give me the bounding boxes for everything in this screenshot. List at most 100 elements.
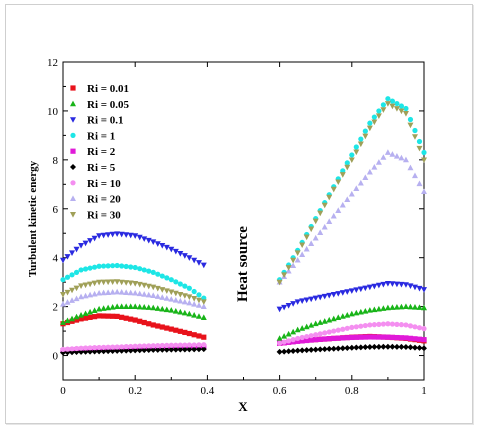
data-point [389,321,396,327]
data-point [177,346,184,353]
data-point [105,313,111,319]
data-point [191,332,197,338]
data-point [177,281,183,287]
series-8 [60,149,427,310]
data-point [118,231,125,238]
data-point [141,304,148,310]
data-point [191,288,197,295]
data-point [416,304,423,310]
data-point [407,344,414,351]
data-point [105,348,112,355]
data-point [403,105,409,112]
data-point [366,343,373,350]
data-point [78,345,84,351]
data-point [128,316,134,322]
data-point [358,334,364,340]
data-point [60,346,66,353]
data-point [389,304,396,310]
data-point [421,287,427,293]
y-tick-label: 8 [53,155,59,167]
data-point [317,294,324,301]
data-point [290,328,297,335]
data-point [326,194,333,201]
data-point [123,315,129,321]
data-point [155,323,161,329]
data-point [362,174,369,180]
data-point [177,342,183,348]
data-point [159,243,166,249]
heat-source-annotation: Heat source [235,226,251,302]
data-point [339,172,346,178]
data-point [335,314,342,321]
data-point [398,343,405,350]
data-point [385,321,391,327]
data-point [168,296,175,302]
data-point [380,334,386,340]
x-tick-label: 1 [421,385,427,397]
data-point [137,318,143,324]
data-point [281,333,288,339]
data-point [159,324,165,330]
data-point [168,289,175,296]
data-point [371,119,378,126]
data-point [105,289,112,295]
data-point [353,149,360,156]
data-point [164,342,170,348]
data-point [412,336,418,342]
data-point [132,289,139,296]
data-point [330,212,337,219]
data-point [317,319,324,325]
data-point [168,346,175,353]
data-point [177,308,184,315]
data-point [303,297,310,304]
data-point [201,342,207,348]
data-point [60,277,66,283]
data-point [123,232,130,238]
data-point [326,329,332,335]
data-point [100,232,107,239]
y-tick-label: 12 [47,57,58,69]
data-point [276,335,283,341]
data-point [299,334,305,341]
data-point [96,348,103,355]
data-point [82,310,89,317]
data-point [123,347,130,354]
data-point [276,306,283,313]
data-point [421,337,427,343]
data-point [349,334,355,341]
data-point [127,280,134,287]
data-point [416,336,423,342]
data-point [416,180,423,187]
data-point [335,207,342,214]
data-point [114,313,120,319]
data-point [375,159,382,165]
data-point [376,321,382,327]
data-point [159,305,166,312]
data-point [398,322,405,328]
data-point [281,339,287,345]
data-point [308,322,315,328]
data-point [384,101,391,107]
data-point [114,303,121,310]
data-point [375,343,382,350]
data-point [389,103,396,110]
data-point [371,163,378,170]
data-point [362,334,368,340]
data-point [322,336,328,342]
data-point [367,322,373,328]
data-point [294,326,301,333]
data-point [100,279,107,286]
data-point [380,102,386,108]
data-point [82,240,89,247]
data-point [384,343,391,350]
data-point [150,239,157,245]
data-point [78,293,85,300]
data-point [191,311,198,318]
data-point [195,346,202,353]
data-point [348,288,355,294]
data-point [335,345,342,352]
data-point [186,299,193,306]
data-point [96,289,103,296]
data-point [344,311,351,318]
data-point [321,346,328,353]
